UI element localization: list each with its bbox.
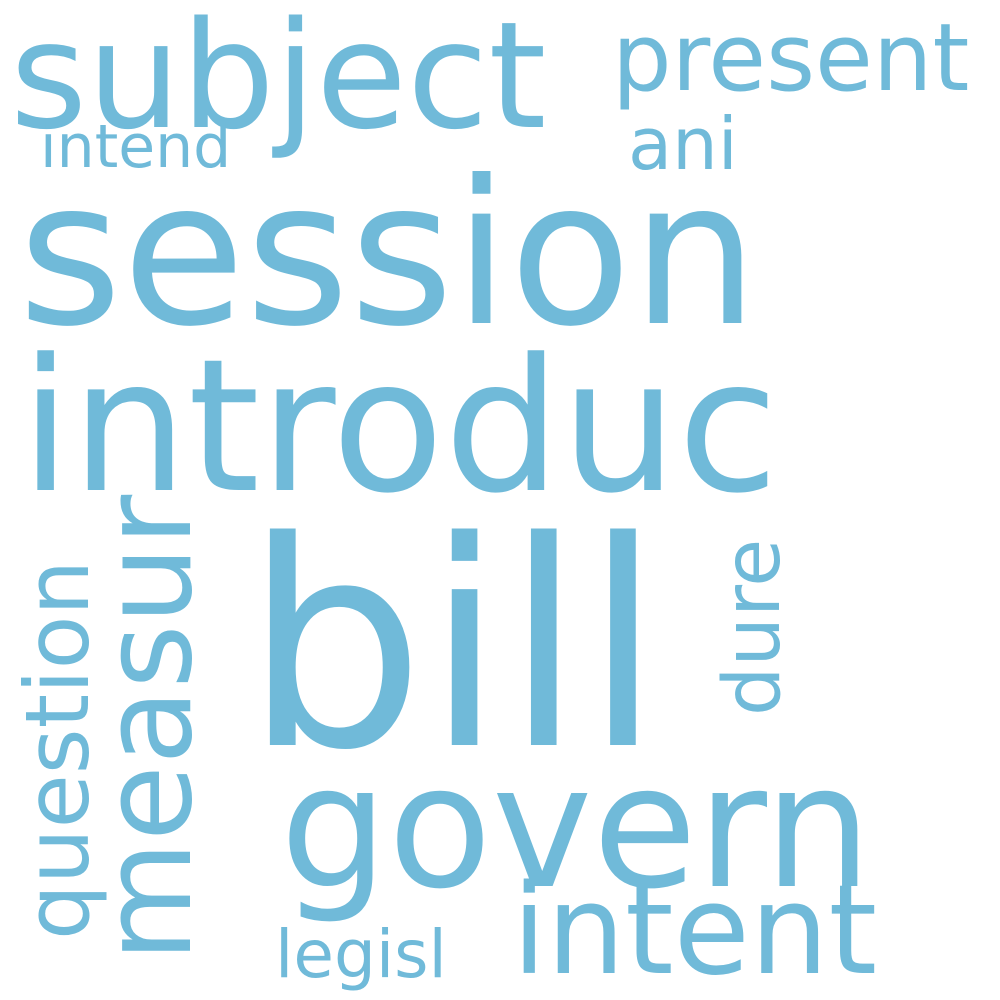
word-measur: measur [76,494,220,962]
word-ani: ani [628,102,738,186]
word-intent: intent [512,859,878,1000]
word-bill: bill [244,481,663,813]
word-govern: govern [280,729,872,927]
word-dure: dure [708,538,798,716]
word-legisl: legisl [275,916,447,993]
word-subject: subject [10,0,547,162]
word-intend: intend [40,112,232,182]
word-session: session [18,138,759,371]
word-introduc: introduc [20,320,779,534]
word-present: present [612,4,970,113]
